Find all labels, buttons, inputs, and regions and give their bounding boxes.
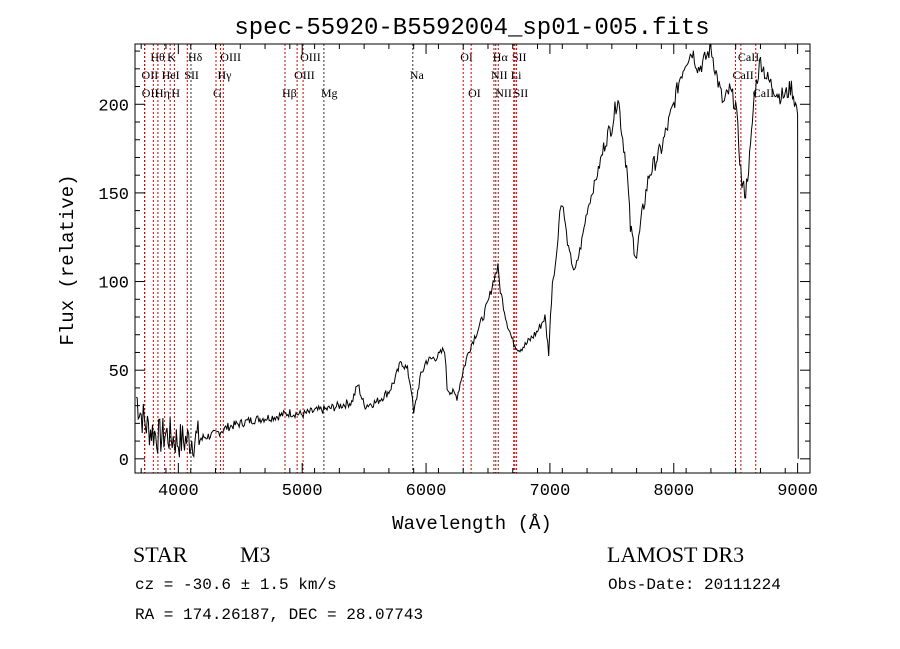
spectral-line-label: NII (495, 86, 512, 100)
spectral-line-label: OII (142, 86, 159, 100)
spectral-line-label: H (171, 86, 180, 100)
spectral-line-label: SII (184, 68, 199, 82)
spectral-line-label: SII (514, 86, 529, 100)
obs-date-label: Obs-Date: 20111224 (608, 576, 781, 594)
coords-label: RA = 174.26187, DEC = 28.07743 (135, 606, 423, 624)
spectral-line-label: NII (491, 68, 508, 82)
cz-label: cz = -30.6 ± 1.5 km/s (135, 576, 337, 594)
spectral-line-label: OII (142, 68, 159, 82)
y-tick-label: 150 (98, 186, 129, 205)
spectral-line-label: SII (512, 50, 527, 64)
x-tick-label: 4000 (158, 482, 199, 501)
y-tick-label: 100 (98, 275, 129, 294)
spectral-line-label: OIII (300, 50, 321, 64)
spectral-line-label: CaII (732, 68, 753, 82)
x-tick-label: 5000 (282, 482, 323, 501)
spectral-line-label: Mg (321, 86, 338, 100)
spectral-line-label: G (213, 86, 222, 100)
spectral-line-label: Hγ (217, 68, 232, 82)
axis-ticks: 4000 5000 6000 7000 8000 9000 0 50 100 150 200 (98, 44, 818, 501)
spectral-line-label: OIII (220, 50, 241, 64)
spectral-line-label: Li (511, 68, 522, 82)
spectral-line-label: Hη (155, 86, 170, 100)
spectral-line-label: K (167, 50, 176, 64)
spectral-line-label: OI (468, 86, 481, 100)
x-tick-label: 7000 (530, 482, 571, 501)
spectral-line-label: Hβ (282, 86, 297, 100)
y-axis-label: Flux (relative) (57, 174, 79, 345)
spectral-line-label: HeI (162, 68, 180, 82)
subclass-label: M3 (240, 542, 271, 567)
plot-frame (134, 43, 811, 474)
spectrum-line (135, 43, 799, 459)
class-label: STAR (133, 542, 188, 567)
x-tick-label: 6000 (406, 482, 447, 501)
chart-title: spec-55920-B5592004_sp01-005.fits (234, 15, 709, 42)
spectral-line-label: Hα (493, 50, 509, 64)
spectral-line-label: OIII (294, 68, 315, 82)
y-tick-label: 200 (98, 97, 129, 116)
spectral-line-label: CaII (738, 50, 759, 64)
y-tick-label: 0 (119, 452, 129, 471)
spectral-line-label: Na (410, 68, 425, 82)
spectral-line-label: Hδ (188, 50, 203, 64)
y-tick-label: 50 (109, 363, 129, 382)
x-tick-label: 8000 (653, 482, 694, 501)
spectral-line-label: OI (460, 50, 473, 64)
spectral-line-label: CaII (753, 86, 774, 100)
survey-label: LAMOST DR3 (607, 542, 744, 567)
x-tick-label: 9000 (777, 482, 818, 501)
x-axis-label: Wavelength (Å) (392, 513, 552, 535)
